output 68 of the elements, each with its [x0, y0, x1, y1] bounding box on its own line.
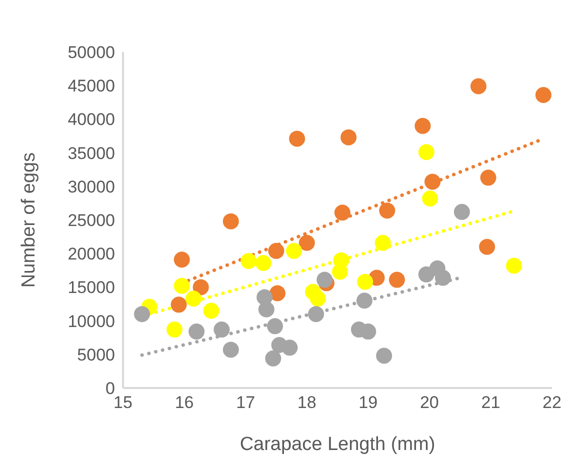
y-tick-label: 25000 [68, 211, 115, 230]
point [360, 324, 376, 340]
y-tick-label: 45000 [68, 76, 115, 96]
point [414, 118, 431, 134]
point [286, 242, 302, 259]
point [268, 242, 284, 259]
point [222, 213, 239, 230]
point [166, 322, 182, 338]
x-tick-label: 18 [297, 393, 316, 412]
x-tick-label: 21 [481, 393, 500, 412]
y-tick-label: 0 [106, 379, 115, 398]
point [340, 129, 357, 146]
point [480, 170, 496, 186]
point [134, 306, 150, 322]
point [418, 144, 434, 160]
point [308, 306, 324, 322]
point [535, 87, 552, 104]
point [174, 278, 190, 294]
y-tick-label: 30000 [68, 177, 115, 196]
y-axis-title: Number of eggs [18, 152, 40, 288]
point [379, 202, 396, 219]
x-tick-label: 15 [114, 393, 132, 412]
point [298, 234, 315, 251]
point [266, 318, 283, 334]
point [282, 340, 298, 356]
point [265, 350, 282, 366]
point [255, 255, 272, 272]
point [185, 290, 202, 307]
point [388, 272, 405, 288]
y-tick-label: 20000 [68, 244, 115, 264]
x-axis-title: Carapace Length (mm) [240, 434, 436, 455]
x-tick-label: 16 [174, 393, 194, 412]
x-tick-label: 19 [358, 393, 378, 412]
point [192, 279, 209, 296]
point [374, 234, 391, 251]
x-tick-label: 20 [420, 393, 439, 412]
point [424, 174, 440, 190]
point [222, 342, 239, 358]
point [357, 274, 374, 290]
point [316, 272, 333, 288]
x-tick-label: 22 [542, 393, 562, 412]
point [289, 130, 306, 147]
x-tick-label: 17 [236, 393, 256, 412]
point [240, 252, 257, 269]
point [334, 204, 350, 221]
point [376, 348, 392, 364]
point [332, 264, 348, 280]
point [422, 190, 438, 206]
y-tick-label: 15000 [68, 278, 115, 298]
point [506, 258, 522, 274]
y-tick-label: 50000 [68, 43, 115, 62]
point [310, 290, 326, 307]
point [203, 302, 220, 319]
point [479, 238, 496, 255]
point [356, 292, 372, 309]
point [434, 270, 451, 286]
point [214, 322, 230, 338]
y-tick-label: 10000 [68, 312, 115, 331]
point [454, 204, 470, 220]
y-tick-label: 5000 [77, 345, 115, 364]
point [269, 285, 286, 302]
point [170, 296, 187, 313]
point [174, 252, 190, 268]
y-tick-label: 35000 [68, 144, 115, 163]
point [258, 301, 274, 318]
y-tick-label: 40000 [68, 110, 115, 130]
point [470, 78, 486, 94]
point [188, 324, 205, 340]
